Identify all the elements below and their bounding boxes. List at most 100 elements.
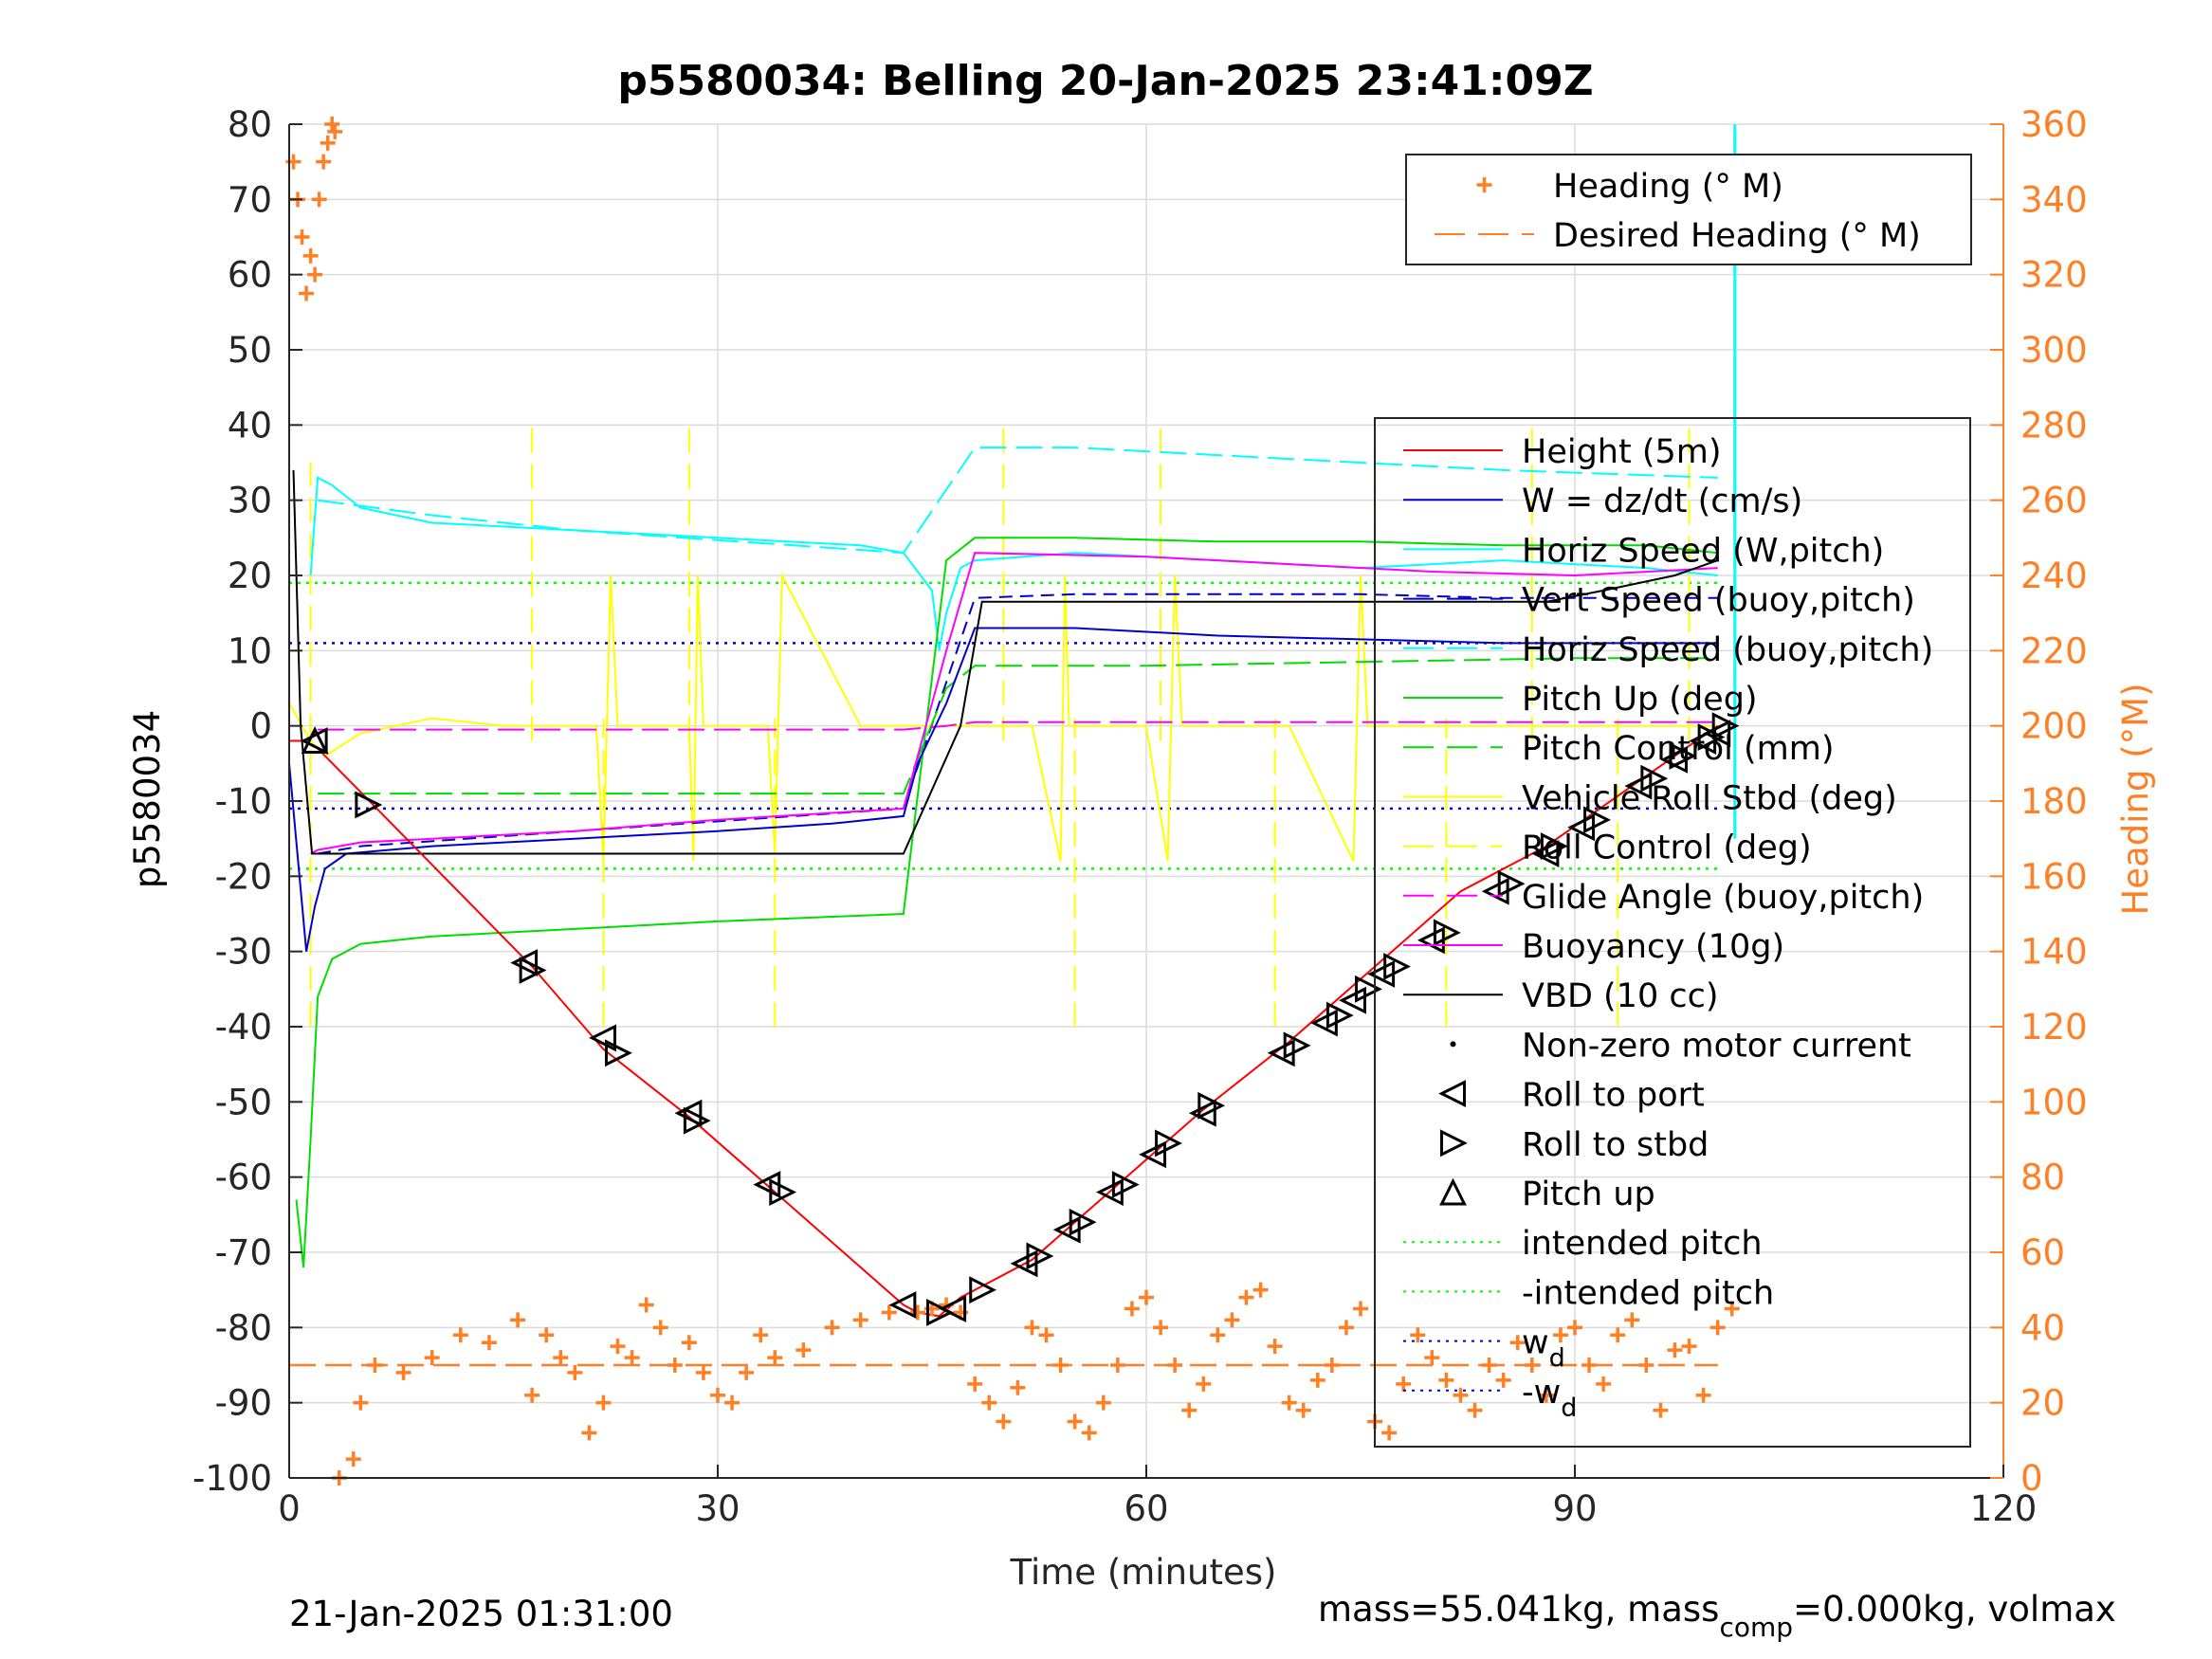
marker-tri-right <box>1497 869 1526 898</box>
heading-point <box>320 135 336 151</box>
legend-label: wd <box>1522 1324 1565 1374</box>
heading-point <box>1467 1402 1483 1418</box>
heading-point <box>1052 1358 1069 1373</box>
y2-tick-label: 120 <box>2020 1007 2088 1048</box>
legend-label: Pitch Up (deg) <box>1522 681 1758 719</box>
legend-label: Pitch Control (mm) <box>1522 730 1834 768</box>
y-tick-label: 70 <box>228 179 272 220</box>
heading-point <box>1396 1376 1412 1392</box>
y2-tick-label: 300 <box>2020 330 2088 371</box>
legends: Heading (° M) Desired Heading (° M) Height… <box>1374 154 1972 1448</box>
legend-label: Pitch up <box>1522 1176 1655 1213</box>
marker-tri-right <box>519 957 547 984</box>
heading-point <box>1724 1301 1740 1317</box>
y-axis-label: p5580034 <box>127 710 168 888</box>
heading-point <box>539 1327 555 1343</box>
marker-tri-left <box>1188 1099 1216 1127</box>
legend-heading-box <box>1405 154 1972 265</box>
y2-tick-label: 180 <box>2020 781 2088 822</box>
heading-point <box>1167 1358 1183 1373</box>
heading-point <box>1495 1372 1511 1388</box>
heading-point <box>881 1304 897 1321</box>
x-tick-label: 0 <box>278 1488 301 1529</box>
heading-point <box>1109 1358 1125 1373</box>
legend-label: Vehicle Roll Stbd (deg) <box>1522 779 1897 817</box>
footer-mass-suffix: =0.000kg, volmax <box>1793 1589 2116 1630</box>
series-line-roll-stbd <box>288 572 1718 862</box>
heading-point <box>1095 1395 1111 1411</box>
heading-point <box>967 1376 983 1392</box>
heading-point <box>567 1364 583 1380</box>
y-tick-label: -30 <box>215 932 272 973</box>
heading-point <box>1338 1320 1354 1336</box>
y2-tick-label: 160 <box>2020 856 2088 897</box>
heading-point <box>1295 1402 1311 1418</box>
heading-point <box>610 1339 626 1355</box>
heading-point <box>652 1320 668 1336</box>
legend-swatch <box>1476 177 1492 192</box>
x-tick-label: 30 <box>695 1488 740 1529</box>
y2-tick-label: 360 <box>2020 104 2088 145</box>
legend-label: Roll Control (deg) <box>1522 830 1812 867</box>
heading-point <box>553 1350 569 1366</box>
legend-swatch <box>1438 1080 1466 1108</box>
heading-point <box>1424 1350 1440 1366</box>
legend-label: Non-zero motor current <box>1522 1027 1911 1065</box>
heading-point <box>1567 1320 1582 1336</box>
marker-tri-right <box>1540 832 1568 861</box>
series-line-w <box>288 627 1718 952</box>
heading-point <box>1267 1339 1283 1355</box>
heading-point <box>710 1387 725 1403</box>
y-tick-label: 50 <box>228 330 272 371</box>
legend-label: Horiz Speed (W,pitch) <box>1522 532 1884 570</box>
y2-tick-label: 280 <box>2020 405 2088 446</box>
marker-tri-right <box>1433 919 1461 947</box>
heading-point <box>753 1327 769 1343</box>
heading-point <box>1653 1402 1669 1418</box>
y2-tick-label: 100 <box>2020 1082 2088 1122</box>
y2-tick-label: 60 <box>2020 1232 2065 1273</box>
marker-tri-right <box>1383 953 1412 980</box>
y2-tick-label: 20 <box>2020 1383 2065 1424</box>
heading-point <box>311 191 327 208</box>
heading-point <box>324 117 340 132</box>
series-line-pitch-control <box>318 657 1718 795</box>
heading-point <box>1281 1395 1297 1411</box>
y2-tick-label: 240 <box>2020 556 2088 596</box>
marker-tri-right <box>1111 1171 1140 1199</box>
heading-point <box>1610 1327 1626 1343</box>
heading-point <box>424 1350 440 1366</box>
heading-point <box>1481 1358 1497 1373</box>
y2-tick-label: 340 <box>2020 179 2088 220</box>
marker-tri-right <box>1583 806 1611 834</box>
y-tick-label: 20 <box>228 556 272 596</box>
marker-tri-right <box>355 791 383 819</box>
heading-point <box>1124 1301 1140 1317</box>
heading-point <box>316 154 332 170</box>
legend-label: Heading (° M) <box>1553 168 1783 206</box>
marker-tri-left <box>1339 986 1366 1014</box>
heading-point <box>302 247 319 264</box>
heading-point <box>1624 1312 1640 1328</box>
series-line-glide-angle <box>318 720 1718 731</box>
footer-mass: mass=55.041kg, masscomp=0.000kg, volmax <box>1318 1589 2116 1643</box>
heading-point <box>1438 1372 1454 1388</box>
marker-tri-right <box>769 1178 797 1206</box>
heading-point <box>1509 1335 1526 1351</box>
heading-point <box>1153 1320 1169 1336</box>
heading-point <box>524 1387 540 1403</box>
heading-point <box>1581 1358 1598 1373</box>
legend-main-box <box>1374 417 1971 1448</box>
legend-label: W = dz/dt (cm/s) <box>1522 483 1802 520</box>
legend-swatch <box>1450 1041 1456 1048</box>
heading-point <box>1238 1289 1254 1305</box>
heading-point <box>1210 1327 1226 1343</box>
heading-point <box>1681 1339 1697 1355</box>
series-line-vert-speed-buoy <box>317 592 1718 855</box>
legend-label: Vert Speed (buoy,pitch) <box>1522 582 1915 620</box>
marker-tri-left <box>674 1099 703 1127</box>
x-axis-label: Time (minutes) <box>1010 1552 1277 1593</box>
heading-point <box>695 1364 711 1380</box>
heading-point <box>739 1364 755 1380</box>
